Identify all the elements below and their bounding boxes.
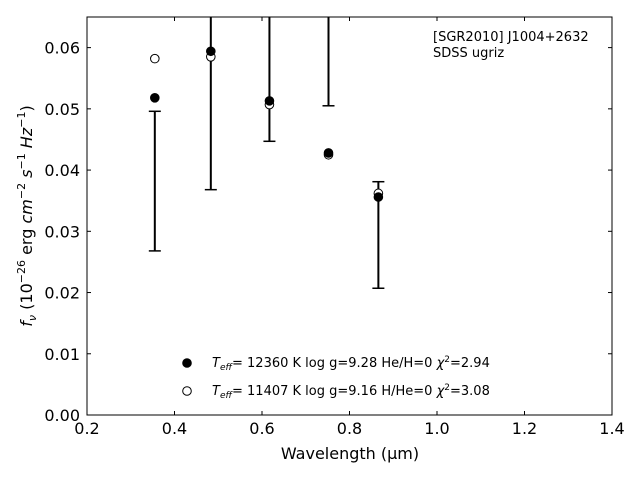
data-point-filled bbox=[373, 192, 384, 202]
y-label-exp3: −1 bbox=[15, 153, 28, 169]
y-tick-label: 0.04 bbox=[44, 161, 80, 180]
legend: Teff= 12360 K log g=9.28 He/H=0 χ2=2.94 … bbox=[182, 355, 490, 401]
x-tick-label: 1.4 bbox=[599, 419, 624, 438]
x-tick-label: 0.8 bbox=[337, 419, 362, 438]
legend-marker-filled bbox=[182, 358, 192, 368]
data-point-filled bbox=[323, 148, 334, 158]
y-label-subscript: ν bbox=[26, 315, 39, 321]
plot-frame bbox=[86, 16, 613, 416]
y-label-hz: Hz bbox=[17, 127, 36, 153]
annotation-survey: SDSS ugriz bbox=[433, 46, 504, 61]
y-label-exp4: −1 bbox=[15, 112, 28, 128]
x-tick-label: 0.4 bbox=[162, 419, 187, 438]
y-axis-label: fν (10−26 erg cm−2 s−1 Hz−1) bbox=[15, 105, 39, 326]
data-point-open bbox=[150, 53, 160, 64]
y-label-s: s bbox=[17, 170, 36, 183]
x-axis-label: Wavelength (μm) bbox=[281, 444, 419, 463]
legend-marker-open bbox=[182, 386, 192, 396]
y-label-cm: cm bbox=[17, 199, 36, 223]
data-point-filled bbox=[150, 93, 160, 103]
y-tick-label: 0.05 bbox=[44, 100, 80, 119]
y-label-exp2: −2 bbox=[15, 183, 28, 199]
y-tick-label: 0.01 bbox=[44, 345, 80, 364]
legend-label-db-model: Teff= 11407 K log g=9.16 H/He=0 χ2=3.08 bbox=[212, 383, 490, 401]
y-label-exp1: −26 bbox=[15, 260, 28, 283]
y-label-erg: erg bbox=[17, 224, 36, 260]
axis-ticks: 0.2 0.4 0.6 0.8 1.0 1.2 1.4 0.00 0.01 0.02 0.03 0.0… bbox=[44, 17, 625, 438]
data-point-filled bbox=[264, 96, 275, 106]
y-label-close: ) bbox=[17, 105, 36, 111]
annotation-object-name: [SGR2010] J1004+2632 bbox=[433, 30, 589, 45]
data-markers bbox=[150, 46, 384, 202]
plot-area bbox=[87, 17, 612, 415]
legend-label-da-model: Teff= 12360 K log g=9.28 He/H=0 χ2=2.94 bbox=[212, 355, 490, 373]
y-tick-label: 0.00 bbox=[44, 406, 80, 425]
y-tick-label: 0.06 bbox=[44, 39, 80, 58]
y-tick-label: 0.03 bbox=[44, 222, 80, 241]
x-tick-label: 1.0 bbox=[424, 419, 449, 438]
y-label-symbol: f bbox=[17, 319, 36, 327]
y-label-open: (10 bbox=[17, 283, 36, 315]
y-tick-label: 0.02 bbox=[44, 284, 80, 303]
x-tick-label: 0.6 bbox=[249, 419, 274, 438]
x-tick-label: 1.2 bbox=[512, 419, 537, 438]
x-tick-label: 0.2 bbox=[74, 419, 99, 438]
data-point-filled bbox=[206, 46, 216, 57]
